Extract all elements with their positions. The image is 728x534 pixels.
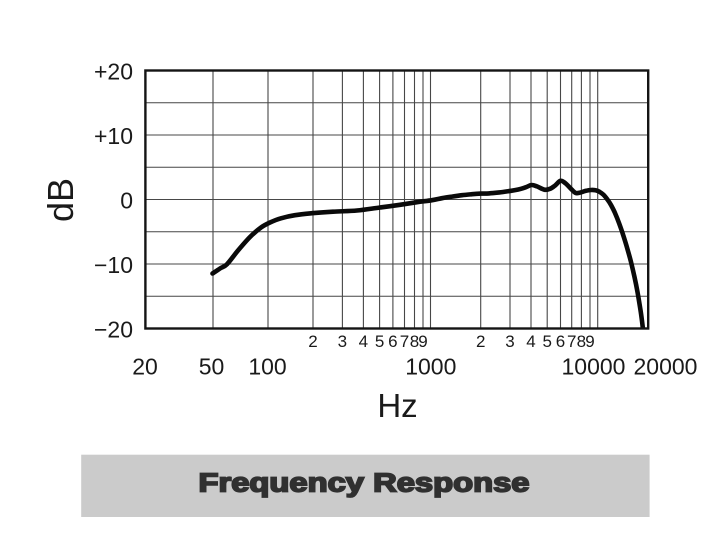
svg-text:9: 9	[418, 332, 427, 351]
svg-text:5: 5	[375, 332, 384, 351]
svg-text:Hz: Hz	[377, 387, 417, 424]
svg-text:20: 20	[132, 354, 158, 380]
svg-text:−20: −20	[94, 317, 133, 343]
svg-text:7: 7	[567, 332, 576, 351]
svg-text:100: 100	[248, 354, 286, 380]
svg-text:3: 3	[505, 332, 514, 351]
svg-text:3: 3	[338, 332, 347, 351]
svg-text:Frequency Response: Frequency Response	[199, 470, 530, 498]
svg-text:7: 7	[400, 332, 409, 351]
svg-text:1000: 1000	[405, 354, 456, 380]
svg-text:50: 50	[199, 354, 225, 380]
svg-text:6: 6	[388, 332, 397, 351]
svg-text:20000: 20000	[634, 354, 698, 380]
svg-text:8: 8	[410, 332, 419, 351]
svg-text:4: 4	[526, 332, 535, 351]
svg-text:9: 9	[585, 332, 594, 351]
svg-text:−10: −10	[94, 252, 133, 278]
svg-text:6: 6	[556, 332, 565, 351]
svg-text:2: 2	[476, 332, 485, 351]
svg-text:5: 5	[542, 332, 551, 351]
svg-text:8: 8	[577, 332, 586, 351]
svg-text:+10: +10	[94, 123, 133, 149]
svg-text:+20: +20	[94, 59, 133, 85]
svg-text:dB: dB	[40, 178, 81, 222]
svg-text:10000: 10000	[562, 354, 626, 380]
svg-text:4: 4	[359, 332, 368, 351]
svg-text:0: 0	[120, 188, 133, 214]
svg-text:2: 2	[308, 332, 317, 351]
